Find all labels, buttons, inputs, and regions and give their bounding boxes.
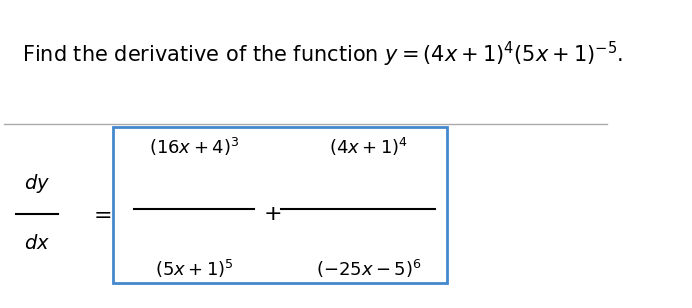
Text: $(5x + 1)^{5}$: $(5x + 1)^{5}$ <box>154 258 233 280</box>
Text: $(-25x - 5)^{6}$: $(-25x - 5)^{6}$ <box>316 258 421 280</box>
Text: Find the derivative of the function $y = (4x + 1)^{4}(5x + 1)^{-5}$.: Find the derivative of the function $y =… <box>22 40 623 69</box>
FancyBboxPatch shape <box>113 127 447 283</box>
Text: $=$: $=$ <box>89 204 112 224</box>
Text: $+$: $+$ <box>263 204 282 224</box>
Text: $dy$: $dy$ <box>24 172 51 196</box>
Text: $(16x + 4)^{3}$: $(16x + 4)^{3}$ <box>149 136 239 158</box>
Text: $dx$: $dx$ <box>24 234 51 253</box>
Text: $(4x + 1)^{4}$: $(4x + 1)^{4}$ <box>329 136 408 158</box>
